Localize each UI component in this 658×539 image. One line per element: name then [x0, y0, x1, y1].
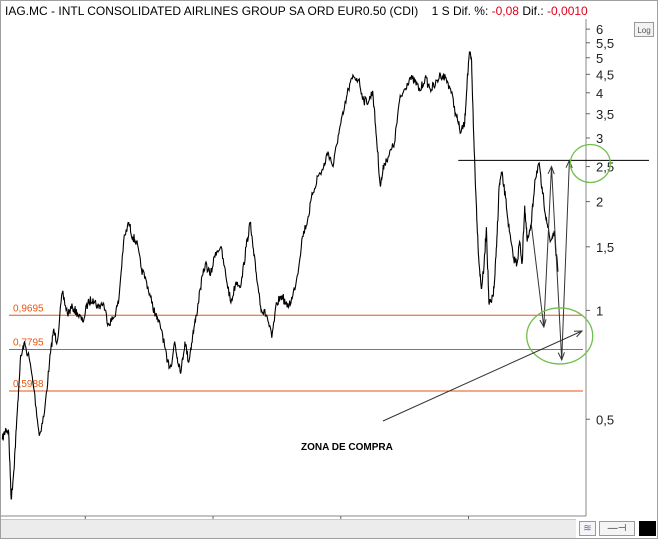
support-label: 0,5988 [13, 379, 44, 390]
y-tick-label: 5 [596, 51, 603, 66]
y-tick-label: 1 [596, 303, 603, 318]
y-tick-label: 6 [596, 22, 603, 37]
y-tick-label: 2 [596, 195, 603, 210]
y-tick-label: 1,5 [596, 240, 614, 255]
log-scale-button[interactable]: Log [634, 22, 654, 37]
y-tick-label: 3,5 [596, 107, 614, 122]
buy-zone-circle [526, 307, 594, 365]
instrument-name: INTL CONSOLIDATED AIRLINES GROUP SA ORD … [58, 4, 419, 18]
fill-color-button[interactable] [639, 521, 656, 536]
projection-path [530, 160, 570, 360]
y-tick-label: 5,5 [596, 36, 614, 51]
price-series-line [1, 50, 559, 500]
time-scrollbar[interactable] [1, 519, 576, 538]
dif-value: -0,0010 [547, 4, 588, 18]
y-tick-label: 4 [596, 86, 603, 101]
projection-arrowhead [565, 159, 573, 169]
y-tick-label: 4,5 [596, 67, 614, 82]
zigzag-icon[interactable]: ≋ [579, 521, 596, 536]
annotation-arrow [382, 330, 583, 422]
support-label: 0,9695 [13, 303, 44, 314]
period: 1 S [431, 4, 450, 18]
price-chart: 0,511,522,533,544,555,562005201020152020… [1, 19, 649, 519]
y-tick-label: 0,5 [596, 412, 614, 427]
annotation-label: ZONA DE COMPRA [301, 442, 393, 453]
support-label: 0,7795 [13, 338, 44, 349]
target-zone-circle [569, 143, 612, 184]
symbol: IAG.MC [5, 4, 48, 18]
dif-pct-value: -0,08 [491, 4, 519, 18]
y-tick-label: 2,5 [596, 160, 614, 175]
pin-icon: —⊣ [607, 523, 627, 534]
dif-pct-label: Dif. %: [452, 4, 489, 18]
pin-button[interactable]: —⊣ [599, 521, 635, 536]
chart-title: IAG.MC - INTL CONSOLIDATED AIRLINES GROU… [5, 4, 588, 18]
annotation-arrowhead [573, 330, 584, 338]
dif-label: Dif.: [522, 4, 544, 18]
projection-arrowhead [557, 352, 565, 362]
projection-arrowhead [547, 165, 555, 175]
projection-arrowhead [539, 319, 547, 329]
y-tick-label: 3 [596, 131, 603, 146]
